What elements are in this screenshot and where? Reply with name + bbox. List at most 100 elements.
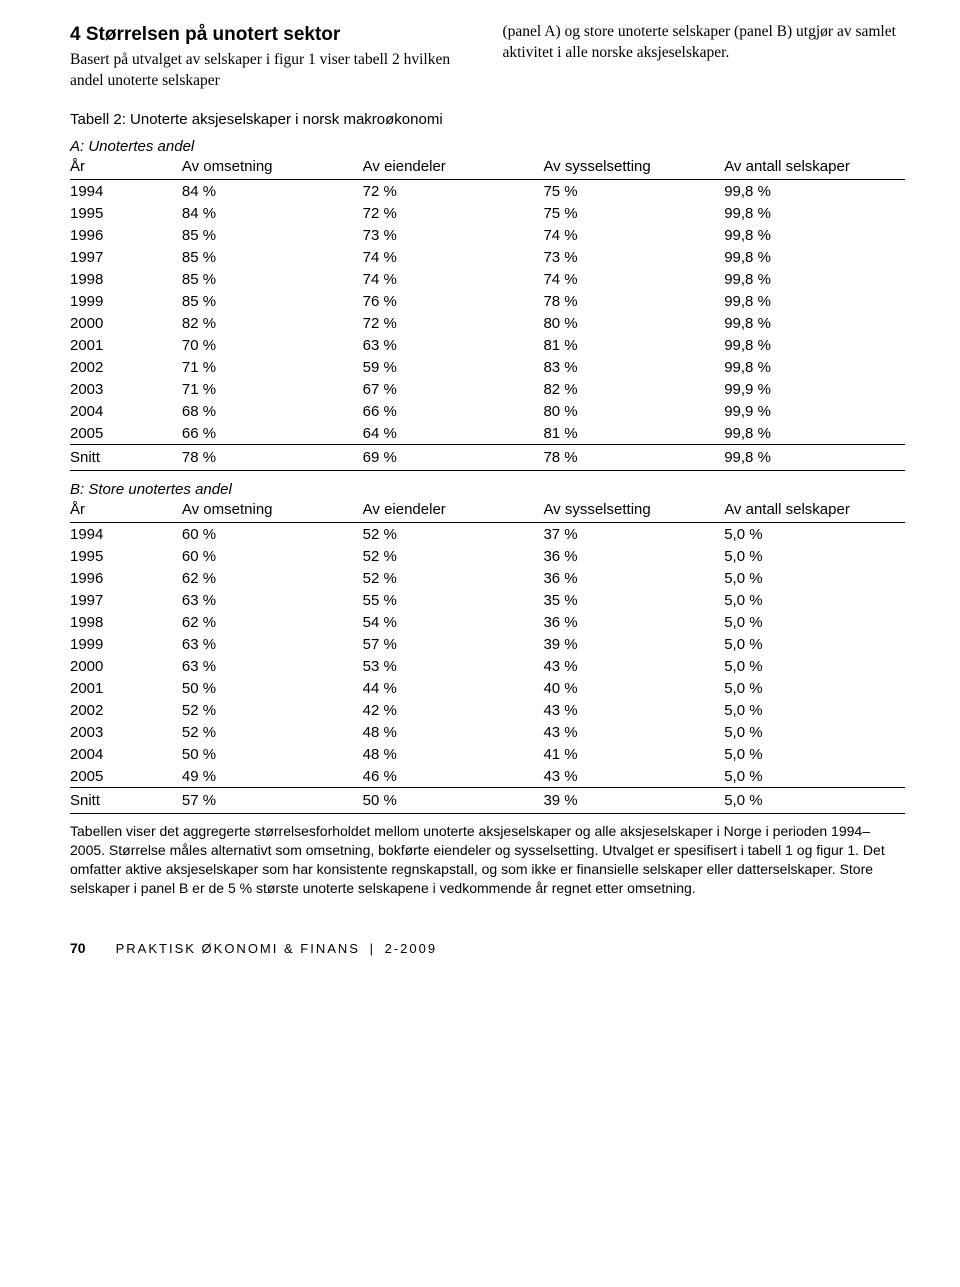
cell-snitt-value: 39 % [543,788,724,814]
cell-value: 5,0 % [724,677,905,699]
cell-value: 70 % [182,334,363,356]
cell-value: 63 % [182,655,363,677]
cell-value: 35 % [543,589,724,611]
cell-value: 43 % [543,655,724,677]
cell-year: 2004 [70,743,182,765]
cell-value: 5,0 % [724,523,905,546]
cell-value: 63 % [363,334,544,356]
cell-value: 99,8 % [724,422,905,445]
table-row: 200566 %64 %81 %99,8 % [70,422,905,445]
cell-value: 75 % [543,202,724,224]
table-block: Tabell 2: Unoterte aksjeselskaper i nors… [70,111,905,898]
cell-value: 99,8 % [724,334,905,356]
cell-snitt-label: Snitt [70,445,182,471]
cell-value: 50 % [182,743,363,765]
cell-value: 74 % [363,246,544,268]
table-row: 199584 %72 %75 %99,8 % [70,202,905,224]
cell-value: 43 % [543,765,724,788]
cell-value: 48 % [363,743,544,765]
cell-value: 59 % [363,356,544,378]
intro-right-text: (panel A) og store unoterte selskaper (p… [503,23,896,61]
panel-a-title: A: Unotertes andel [70,138,905,155]
cell-value: 99,8 % [724,290,905,312]
table-caption: Tabell 2: Unoterte aksjeselskaper i nors… [70,111,905,128]
col-sysselsetting-header: Av sysselsetting [543,155,724,180]
cell-year: 1995 [70,545,182,567]
table-row: 200468 %66 %80 %99,9 % [70,400,905,422]
cell-value: 52 % [182,699,363,721]
table-row: 199763 %55 %35 %5,0 % [70,589,905,611]
cell-value: 72 % [363,180,544,203]
cell-value: 71 % [182,356,363,378]
table-panel-b: År Av omsetning Av eiendeler Av sysselse… [70,498,905,814]
cell-year: 2005 [70,422,182,445]
table-row: 199685 %73 %74 %99,8 % [70,224,905,246]
table-row: 199985 %76 %78 %99,8 % [70,290,905,312]
cell-value: 52 % [182,721,363,743]
cell-value: 36 % [543,567,724,589]
cell-value: 40 % [543,677,724,699]
cell-value: 49 % [182,765,363,788]
cell-value: 57 % [363,633,544,655]
cell-value: 99,8 % [724,202,905,224]
cell-value: 63 % [182,633,363,655]
page: 4 Størrelsen på unotert sektor Basert på… [0,0,960,986]
cell-year: 2001 [70,677,182,699]
cell-value: 52 % [363,545,544,567]
cell-value: 84 % [182,180,363,203]
cell-value: 99,9 % [724,400,905,422]
cell-value: 53 % [363,655,544,677]
cell-value: 99,8 % [724,224,905,246]
intro-right-column: (panel A) og store unoterte selskaper (p… [503,22,906,91]
cell-value: 81 % [543,334,724,356]
table-row: 199785 %74 %73 %99,8 % [70,246,905,268]
intro-left-text: Basert på utvalget av selskaper i figur … [70,51,450,89]
cell-value: 48 % [363,721,544,743]
cell-value: 82 % [182,312,363,334]
col-sysselsetting-header: Av sysselsetting [543,498,724,523]
table-header-row: År Av omsetning Av eiendeler Av sysselse… [70,155,905,180]
cell-value: 60 % [182,545,363,567]
cell-year: 2002 [70,356,182,378]
cell-snitt-value: 78 % [543,445,724,471]
cell-value: 5,0 % [724,655,905,677]
cell-value: 72 % [363,202,544,224]
cell-value: 85 % [182,290,363,312]
cell-value: 66 % [182,422,363,445]
col-antall-header: Av antall selskaper [724,155,905,180]
col-eiendeler-header: Av eiendeler [363,498,544,523]
cell-value: 43 % [543,699,724,721]
cell-value: 99,8 % [724,356,905,378]
cell-value: 43 % [543,721,724,743]
cell-value: 74 % [543,268,724,290]
cell-snitt-label: Snitt [70,788,182,814]
table-row: 200170 %63 %81 %99,8 % [70,334,905,356]
col-year-header: År [70,155,182,180]
cell-value: 74 % [543,224,724,246]
cell-value: 55 % [363,589,544,611]
section-heading: 4 Størrelsen på unotert sektor [70,22,473,48]
cell-value: 78 % [543,290,724,312]
cell-value: 5,0 % [724,589,905,611]
cell-value: 85 % [182,268,363,290]
cell-value: 99,8 % [724,268,905,290]
cell-value: 85 % [182,224,363,246]
cell-value: 44 % [363,677,544,699]
table-row: 199460 %52 %37 %5,0 % [70,523,905,546]
cell-value: 71 % [182,378,363,400]
cell-year: 1996 [70,224,182,246]
cell-value: 68 % [182,400,363,422]
intro-columns: 4 Størrelsen på unotert sektor Basert på… [70,22,905,91]
intro-left-column: 4 Størrelsen på unotert sektor Basert på… [70,22,473,91]
cell-value: 99,8 % [724,180,905,203]
table-panel-a: År Av omsetning Av eiendeler Av sysselse… [70,155,905,471]
cell-year: 2004 [70,400,182,422]
table-row: 200271 %59 %83 %99,8 % [70,356,905,378]
cell-year: 1999 [70,290,182,312]
cell-value: 73 % [543,246,724,268]
cell-year: 2005 [70,765,182,788]
cell-value: 73 % [363,224,544,246]
cell-value: 39 % [543,633,724,655]
cell-value: 5,0 % [724,721,905,743]
cell-value: 67 % [363,378,544,400]
